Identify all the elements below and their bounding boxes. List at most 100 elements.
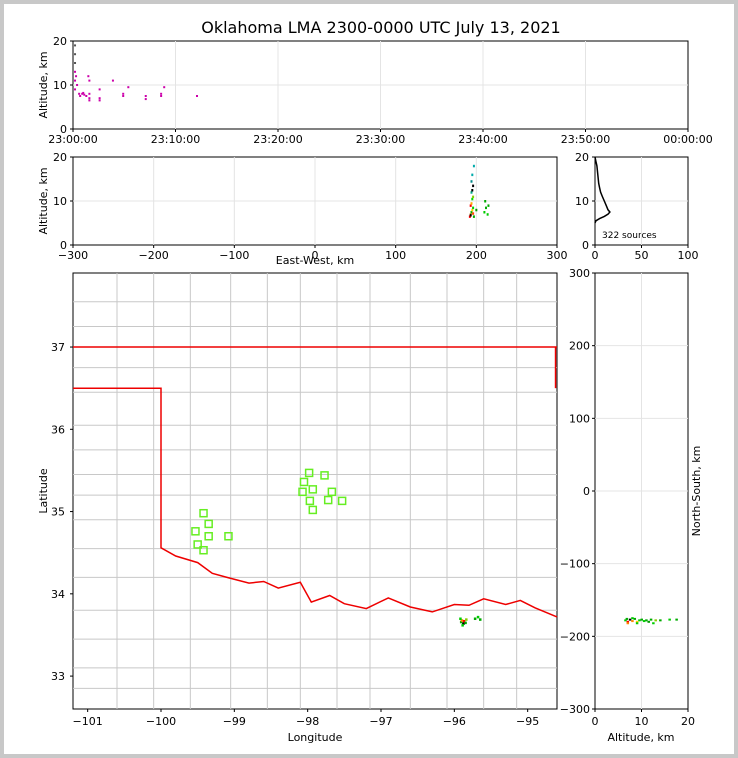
ns-height-y-tick-label: 300 bbox=[569, 267, 590, 280]
time-height-source-point bbox=[87, 75, 90, 78]
ew-height-source-point bbox=[470, 191, 473, 194]
time-height-source-point bbox=[122, 92, 125, 95]
chart-title: Oklahoma LMA 2300-0000 UTC July 13, 2021 bbox=[201, 18, 560, 37]
plan-view-source-point bbox=[479, 618, 482, 621]
ns-height-source-point bbox=[675, 618, 678, 621]
histogram-x-tick-label: 0 bbox=[592, 249, 599, 262]
time-height-source-point bbox=[74, 88, 77, 91]
time-height-source-point bbox=[81, 92, 84, 95]
time-height-x-tick-label: 23:20:00 bbox=[253, 133, 302, 146]
plan-view-y-tick-label: 35 bbox=[51, 506, 65, 519]
ew-height-source-point bbox=[470, 211, 473, 214]
altitude-histogram-line bbox=[594, 156, 611, 224]
ew-height-source-point bbox=[484, 200, 487, 203]
ns-height-source-point bbox=[647, 620, 650, 623]
ew-height-y-tick-label: 10 bbox=[53, 195, 67, 208]
time-height-y-tick-label: 0 bbox=[60, 123, 67, 136]
county-lines bbox=[73, 273, 557, 709]
time-height-x-tick-label: 23:50:00 bbox=[561, 133, 610, 146]
ew-height-source-point bbox=[472, 195, 475, 199]
plan-view-source-point bbox=[465, 618, 468, 621]
ns-height-source-point bbox=[652, 622, 655, 625]
lma-station-marker bbox=[305, 496, 315, 506]
time-height-source-point bbox=[88, 92, 91, 95]
ns-height-y-tick-label: −200 bbox=[560, 630, 590, 643]
time-height-x-tick-label: 23:00:00 bbox=[48, 133, 97, 146]
ew-height-source-point bbox=[470, 202, 473, 205]
ew-height-xlabel: East-West, km bbox=[276, 254, 354, 267]
plan-view-source-point bbox=[459, 620, 463, 624]
ew-height-source-point bbox=[471, 208, 474, 212]
plan-view-panel: Latitude Longitude −101 −100 −99 −98 −97 −96 −… bbox=[37, 272, 558, 744]
ew-height-ylabel: Altitude, km bbox=[37, 167, 50, 234]
time-height-source-point bbox=[88, 99, 91, 102]
plan-view-x-tick-label: −100 bbox=[146, 715, 176, 728]
ew-height-source-point bbox=[472, 184, 475, 188]
plan-view-source-point bbox=[460, 619, 464, 622]
time-height-x-tick-label: 00:00:00 bbox=[663, 133, 712, 146]
ew-height-source-point bbox=[483, 211, 486, 214]
ew-height-source-point bbox=[471, 173, 474, 177]
plan-view-x-tick-label: −96 bbox=[443, 715, 466, 728]
lma-station-marker bbox=[304, 468, 314, 478]
plan-view-y-tick-label: 36 bbox=[51, 423, 65, 436]
ew-height-source-point bbox=[475, 208, 478, 212]
plan-view-source-point bbox=[459, 617, 462, 621]
ns-height-y-tick-label: 200 bbox=[569, 340, 590, 353]
ns-height-source-point bbox=[668, 618, 671, 621]
ns-height-source-point bbox=[624, 619, 627, 622]
ns-height-x-tick-label: 10 bbox=[635, 715, 649, 728]
time-height-y-tick-label: 10 bbox=[53, 79, 67, 92]
ew-height-x-tick-label: 100 bbox=[385, 249, 406, 262]
lma-station-marker bbox=[204, 531, 213, 541]
lma-station-marker bbox=[323, 495, 333, 505]
ns-height-y-tick-label: 0 bbox=[583, 485, 590, 498]
plan-view-source-point bbox=[462, 619, 466, 623]
time-height-source-point bbox=[122, 95, 125, 97]
plan-view-source-point bbox=[461, 624, 464, 627]
histogram-y-tick-label: 0 bbox=[582, 239, 589, 252]
time-height-source-point bbox=[98, 99, 101, 102]
time-height-source-point bbox=[196, 95, 198, 97]
plan-view-ylabel: Latitude bbox=[37, 468, 50, 514]
time-height-source-point bbox=[79, 95, 82, 97]
time-height-panel: Altitude, km 23:00:00 23:10:00 23:20:00 23:… bbox=[37, 35, 713, 146]
lma-station-marker bbox=[299, 477, 309, 487]
time-height-source-point bbox=[98, 88, 101, 91]
ns-height-source-point bbox=[642, 620, 646, 623]
ew-height-x-tick-label: −200 bbox=[139, 249, 169, 262]
ns-height-source-point bbox=[626, 620, 630, 623]
ew-height-source-point bbox=[486, 213, 489, 216]
ew-height-x-tick-label: −300 bbox=[58, 249, 88, 262]
ew-height-source-point bbox=[470, 180, 473, 183]
lma-station-marker bbox=[224, 531, 233, 541]
time-height-source-point bbox=[74, 44, 77, 47]
ew-height-y-tick-label: 20 bbox=[53, 151, 67, 164]
ns-height-source-point bbox=[628, 618, 632, 621]
plan-view-source-point bbox=[464, 621, 467, 625]
plan-view-source-point bbox=[462, 622, 465, 625]
ns-height-source-point bbox=[649, 618, 653, 621]
ew-height-source-point bbox=[485, 206, 488, 210]
ns-height-source-point bbox=[631, 620, 634, 623]
ew-height-source-point bbox=[472, 212, 475, 215]
plan-view-x-tick-label: −95 bbox=[516, 715, 539, 728]
histogram-x-tick-label: 100 bbox=[678, 249, 699, 262]
ew-height-source-point bbox=[471, 197, 474, 201]
ns-height-ylabel: North-South, km bbox=[690, 446, 703, 537]
time-height-source-point bbox=[74, 79, 77, 82]
plan-view-y-tick-label: 34 bbox=[51, 588, 65, 601]
lma-station-marker bbox=[193, 540, 202, 549]
ns-height-xlabel: Altitude, km bbox=[607, 731, 674, 744]
ns-height-source-point bbox=[635, 622, 639, 625]
ew-height-source-point bbox=[472, 215, 475, 218]
ns-height-source-point bbox=[625, 617, 629, 620]
ns-height-source-point bbox=[626, 622, 630, 625]
time-height-source-point bbox=[88, 97, 91, 100]
plan-view-x-tick-label: −101 bbox=[73, 715, 103, 728]
ew-height-x-tick-label: 200 bbox=[466, 249, 487, 262]
ns-height-source-point bbox=[645, 619, 648, 622]
plan-view-y-tick-label: 33 bbox=[51, 670, 65, 683]
time-height-source-point bbox=[74, 70, 77, 73]
time-height-source-point bbox=[82, 91, 85, 94]
